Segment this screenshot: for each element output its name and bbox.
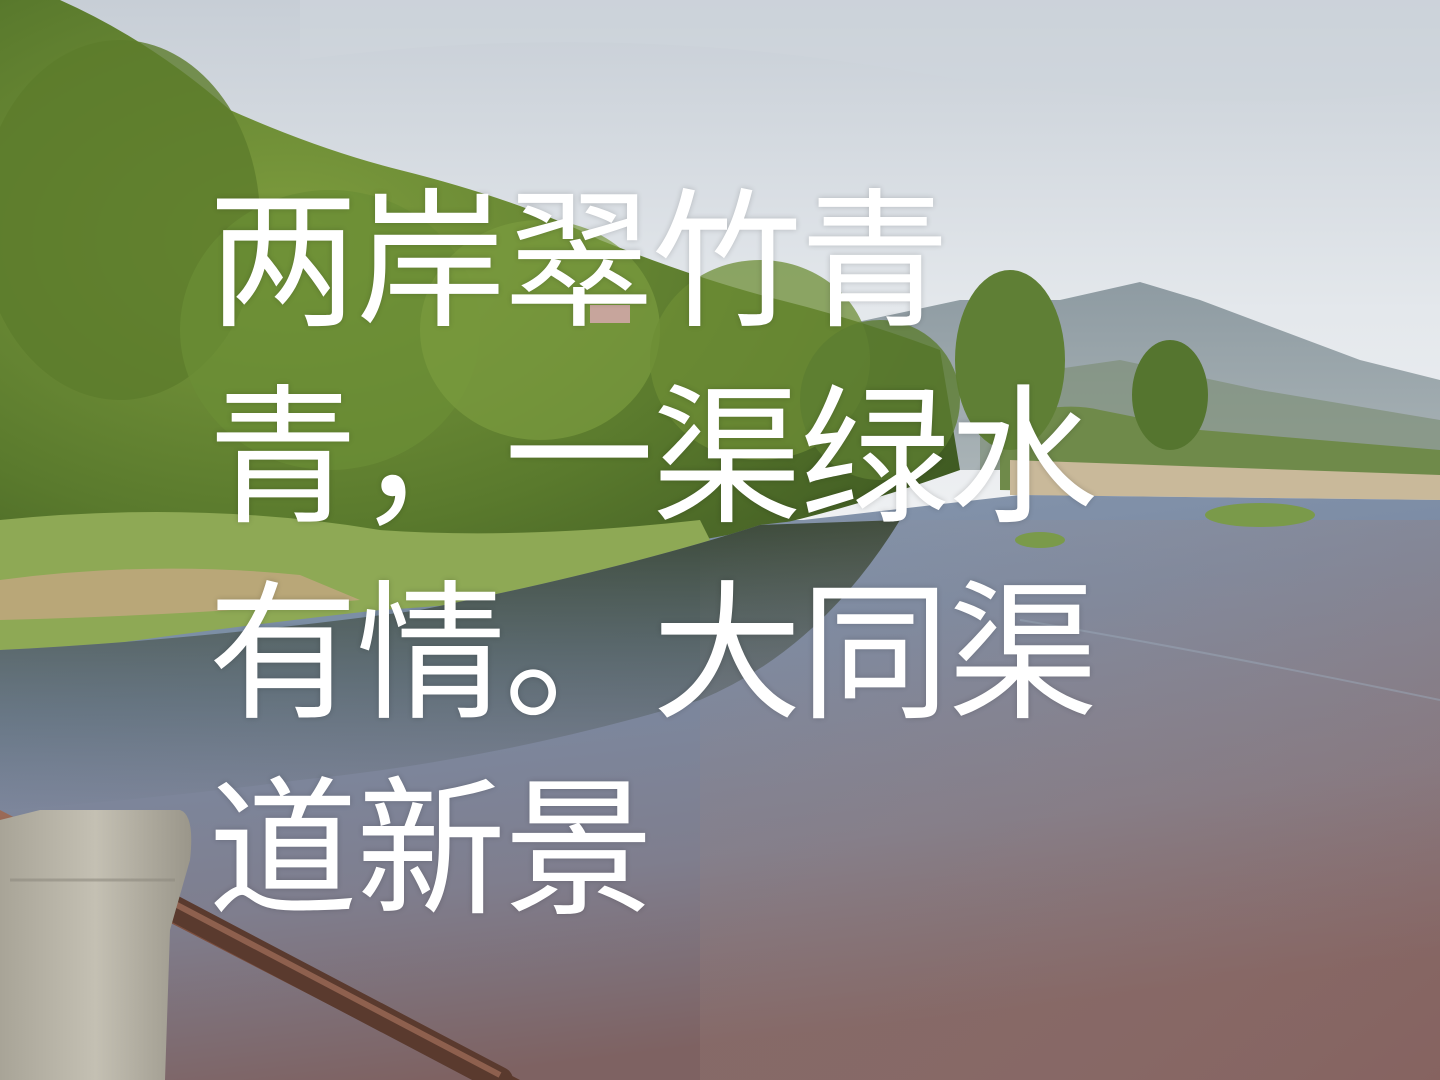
far-tree <box>955 270 1065 450</box>
railing-pipe-segment <box>107 867 513 1080</box>
bamboo-cluster <box>800 320 960 480</box>
caption-text: 两岸翠竹青青，一渠绿水有情。大同渠道新景 <box>208 176 1098 938</box>
house-roof <box>590 305 630 323</box>
water-tint <box>700 520 1440 1080</box>
far-bank-shore <box>1010 460 1440 500</box>
grass-islet <box>1205 503 1315 527</box>
grass-islet <box>1015 532 1065 548</box>
tree-reflection <box>0 520 900 810</box>
dirt-path <box>0 568 360 620</box>
cloud-band <box>300 0 1440 102</box>
far-tree <box>1132 340 1208 450</box>
water-ripple <box>1019 619 1440 701</box>
concrete-pillar <box>0 810 192 1080</box>
bamboo-cluster <box>420 220 660 440</box>
bamboo-cluster <box>180 190 480 470</box>
grassy-bank <box>0 512 720 660</box>
railing-highlight <box>118 872 502 1078</box>
